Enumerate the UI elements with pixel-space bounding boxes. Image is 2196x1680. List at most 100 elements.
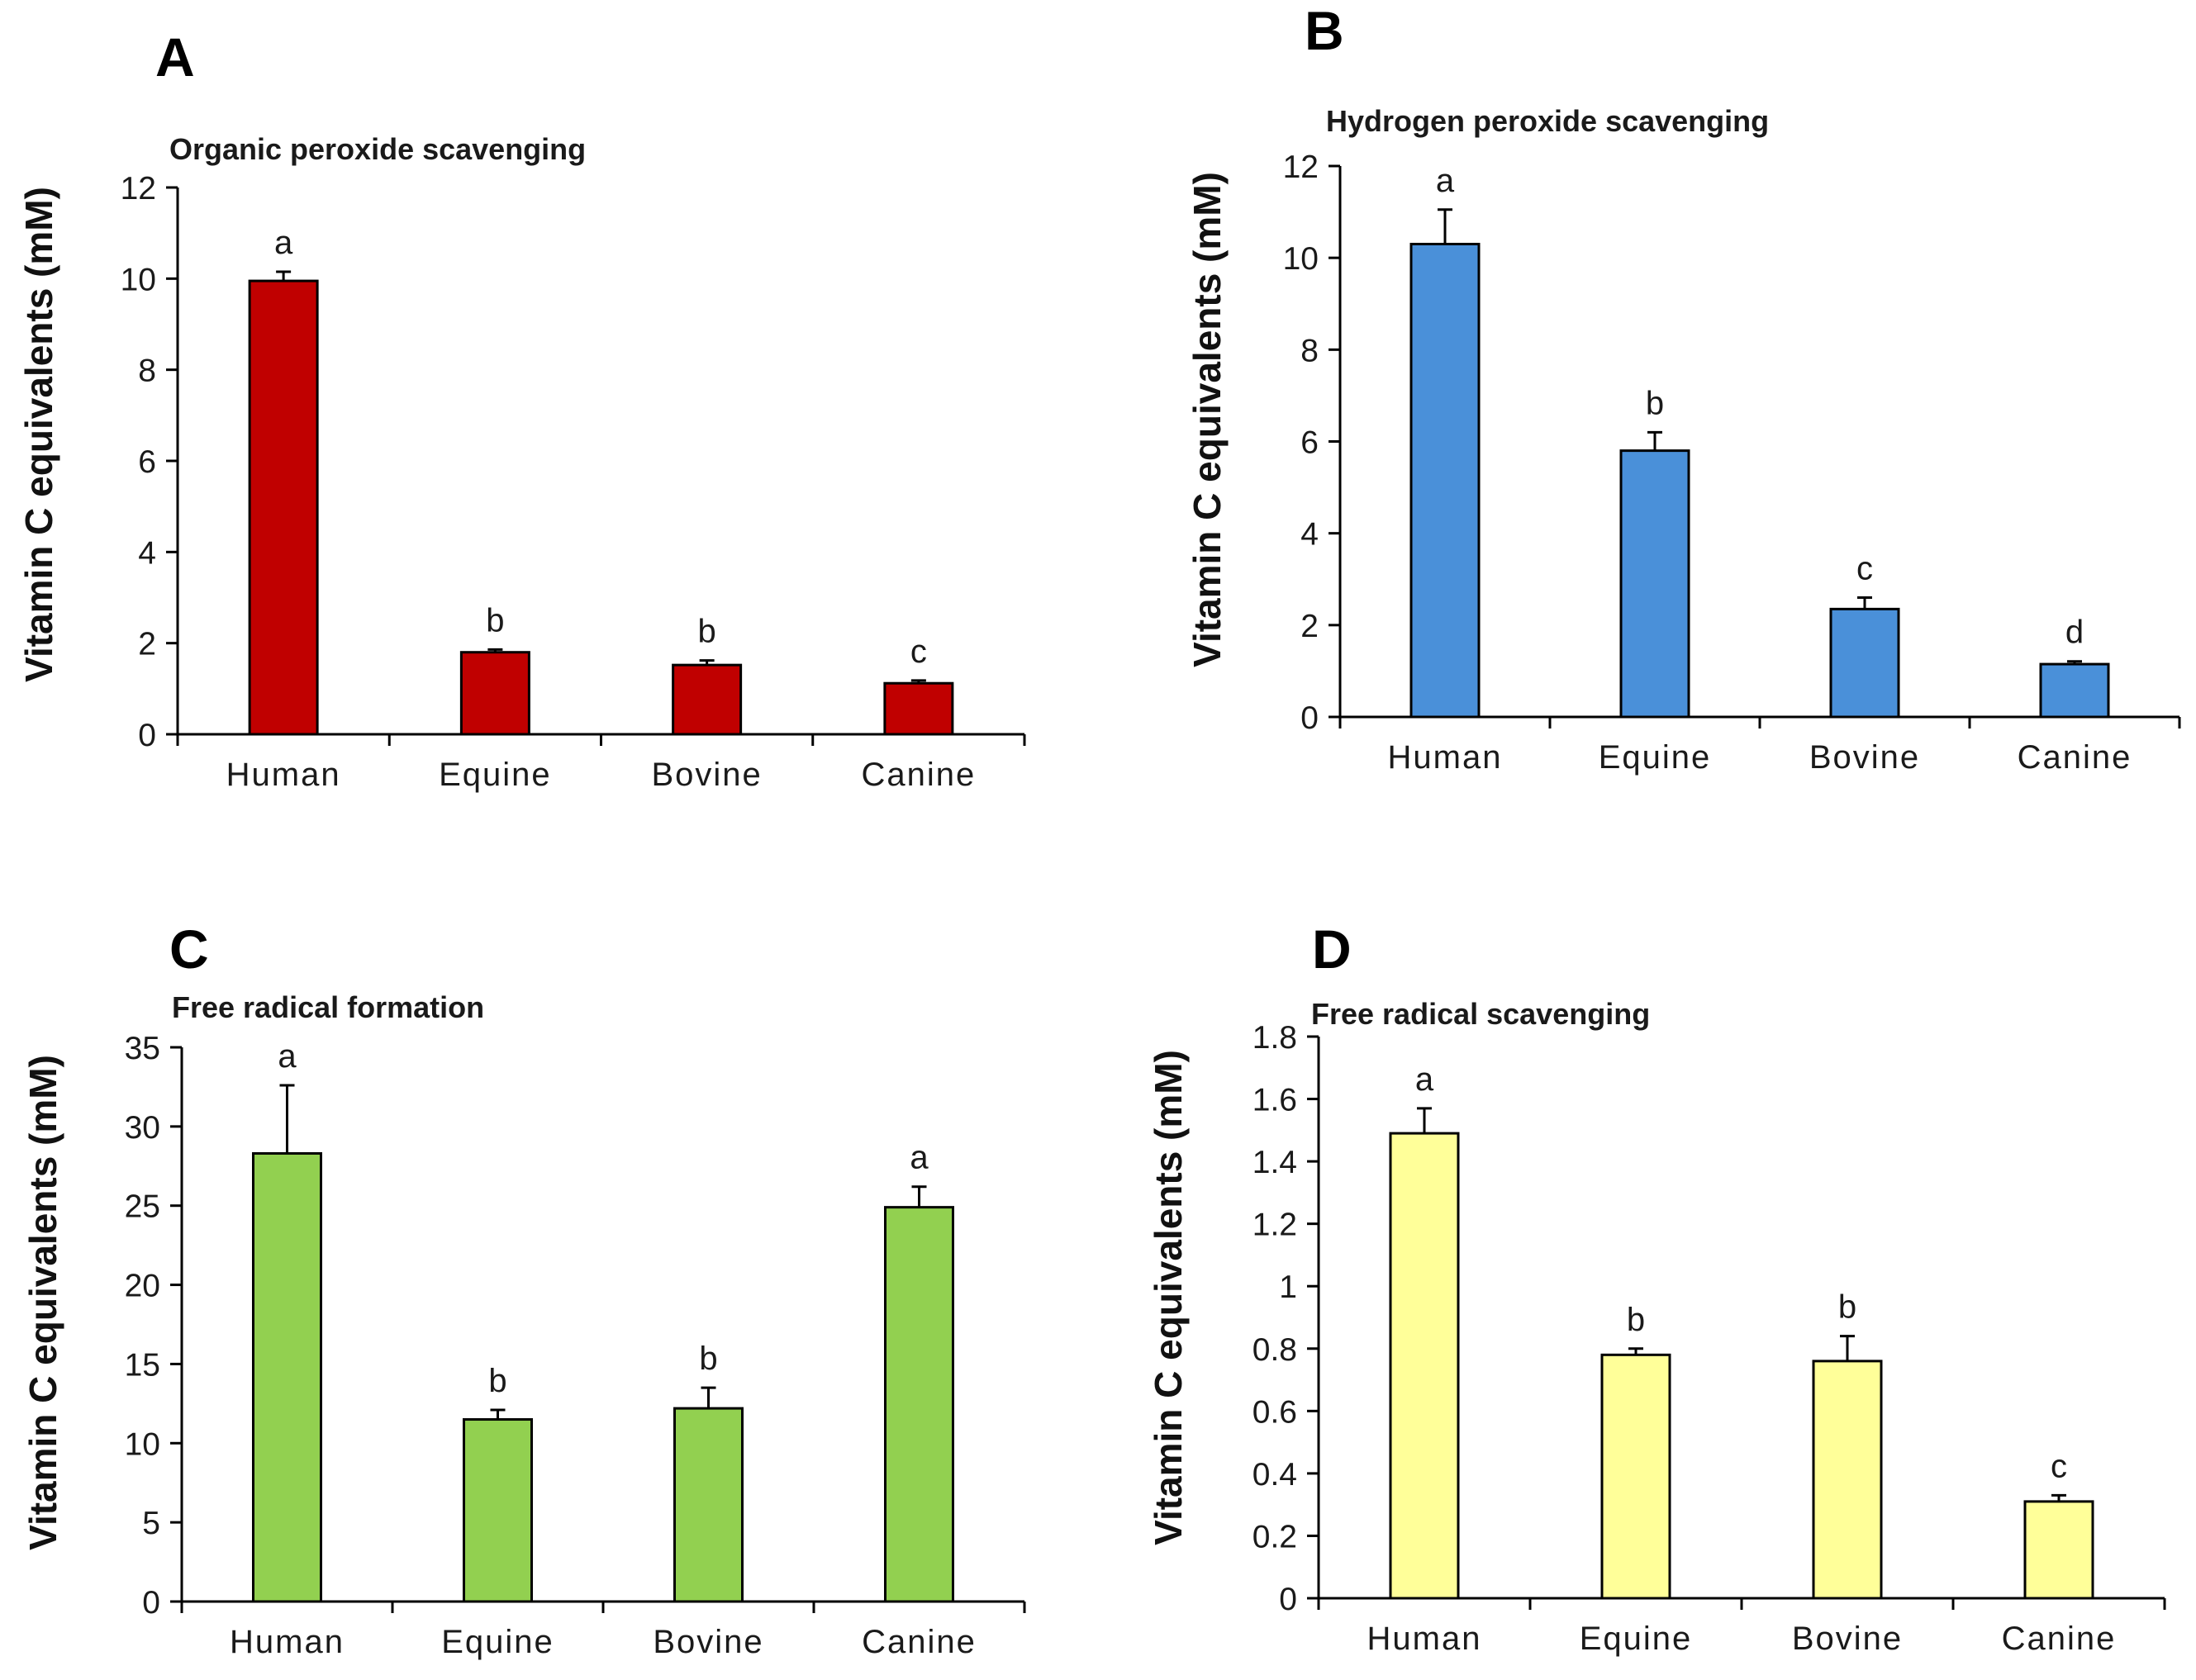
panel-b-y-tick-label: 10 <box>1283 241 1319 277</box>
panel-d-category-label: Equine <box>1580 1621 1693 1657</box>
panel-b-y-tick-label: 2 <box>1300 609 1319 644</box>
panel-d-letter: D <box>1312 918 1352 980</box>
panel-b-significance-label: b <box>1646 385 1664 421</box>
panel-c-significance-label: b <box>488 1363 506 1399</box>
panel-a-category-label: Human <box>226 757 341 793</box>
panel-b-category-label: Canine <box>2018 739 2132 776</box>
panel-b-significance-label: a <box>1436 163 1455 199</box>
panel-a-significance-label: c <box>910 634 927 670</box>
panel-a-significance-label: a <box>274 225 293 261</box>
panel-a-title: Organic peroxide scavenging <box>169 132 586 166</box>
panel-a-significance-label: b <box>698 614 716 650</box>
panel-c-y-tick-label: 0 <box>142 1585 160 1621</box>
panel-a-significance-label: b <box>486 602 504 638</box>
panel-a-bar-canine <box>883 681 954 736</box>
panel-d-y-tick-label: 1.4 <box>1252 1145 1297 1180</box>
panel-b-bar-equine <box>1619 449 1690 719</box>
panel-c-plot-area: 0 5 10 15 20 25 30 35 a Human b Equine b Bovine a Canin… <box>125 1031 1026 1660</box>
panel-d-category-label: Human <box>1367 1621 1482 1657</box>
panel-a-category-label: Equine <box>439 757 552 793</box>
panel-a-y-axis-label: Vitamin C equivalents (mM) <box>17 187 60 682</box>
panel-d-significance-label: b <box>1627 1302 1645 1338</box>
panel-a-bar-bovine <box>672 663 743 736</box>
panel-b-y-tick-label: 12 <box>1283 149 1319 185</box>
panel-c-significance-label: a <box>910 1140 929 1176</box>
panel-d-category-label: Canine <box>2002 1621 2117 1657</box>
panel-c-bar-human <box>252 1151 322 1603</box>
panel-b-y-tick-label: 8 <box>1300 333 1319 368</box>
panel-b-y-tick-label: 6 <box>1300 425 1319 461</box>
panel-a-letter: A <box>155 26 195 88</box>
panel-b-significance-label: d <box>2065 615 2084 651</box>
panel-c-significance-label: b <box>699 1341 717 1377</box>
panel-d-y-tick-label: 0.8 <box>1252 1332 1297 1368</box>
panel-b-y-tick-label: 0 <box>1300 700 1319 736</box>
panel-b-bar-canine <box>2039 662 2110 719</box>
panel-d-y-tick-label: 0.2 <box>1252 1519 1297 1554</box>
panel-a-plot-area: 0 2 4 6 8 10 12 a Human b Equine b Bovine c Canine <box>121 171 1026 793</box>
panel-c-bar-equine <box>463 1418 533 1603</box>
panel-a-y-tick-label: 10 <box>121 262 156 297</box>
panel-a-y-tick-label: 2 <box>138 627 156 662</box>
panel-d-significance-label: b <box>1838 1289 1856 1326</box>
panel-d-bar-equine <box>1600 1353 1671 1600</box>
panel-d-y-axis-label: Vitamin C equivalents (mM) <box>1147 1050 1190 1545</box>
panel-b-significance-label: c <box>1856 550 1873 586</box>
panel-a: A Organic peroxide scavenging Vitamin C … <box>17 26 1026 793</box>
panel-d-y-tick-label: 1.2 <box>1252 1208 1297 1243</box>
panel-a-bar-equine <box>459 651 530 736</box>
panel-b-title: Hydrogen peroxide scavenging <box>1326 104 1769 138</box>
panel-b-category-label: Human <box>1388 739 1503 776</box>
panel-b-plot-area: 0 2 4 6 8 10 12 a Human b Equine c Bovine d Canine <box>1283 149 2181 776</box>
panel-c-y-tick-label: 15 <box>125 1347 160 1383</box>
panel-d-y-tick-label: 0.4 <box>1252 1457 1297 1493</box>
panel-c-category-label: Human <box>230 1624 345 1660</box>
panel-d-bar-human <box>1389 1132 1460 1600</box>
panel-d-significance-label: c <box>2051 1448 2067 1484</box>
panel-b: B Hydrogen peroxide scavenging Vitamin C… <box>1186 0 2181 776</box>
panel-c-category-label: Bovine <box>653 1624 763 1660</box>
panel-c-y-tick-label: 10 <box>125 1426 160 1462</box>
panel-a-y-tick-label: 8 <box>138 354 156 389</box>
panel-d-y-tick-label: 1.8 <box>1252 1020 1297 1056</box>
panel-c-y-tick-label: 35 <box>125 1031 160 1066</box>
panel-a-category-label: Bovine <box>651 757 762 793</box>
panel-b-category-label: Bovine <box>1809 739 1920 776</box>
panel-a-y-tick-label: 12 <box>121 171 156 206</box>
panel-d-category-label: Bovine <box>1792 1621 1903 1657</box>
panel-b-bar-bovine <box>1829 607 1900 719</box>
panel-c-bar-canine <box>884 1206 954 1603</box>
panel-b-bar-human <box>1409 242 1481 719</box>
panel-d-y-tick-label: 1 <box>1279 1269 1297 1305</box>
panel-c-bar-bovine <box>673 1407 744 1603</box>
panel-d-significance-label: a <box>1415 1061 1434 1098</box>
panel-c-y-tick-label: 25 <box>125 1189 160 1225</box>
panel-b-letter: B <box>1305 0 1344 61</box>
panel-c-category-label: Canine <box>862 1624 977 1660</box>
panel-d-plot-area: 0 0.2 0.4 0.6 0.8 1 1.2 1.4 1.6 1.8 a Human b Equine b… <box>1252 1020 2166 1657</box>
panel-d-y-tick-label: 0.6 <box>1252 1394 1297 1430</box>
panel-c-y-axis-label: Vitamin C equivalents (mM) <box>21 1055 64 1550</box>
panel-a-y-tick-label: 0 <box>138 718 156 753</box>
panel-d-title: Free radical scavenging <box>1311 997 1650 1031</box>
panel-d-bar-bovine <box>1812 1360 1883 1600</box>
panel-c-letter: C <box>169 918 209 980</box>
panel-c-title: Free radical formation <box>172 990 484 1024</box>
panel-d-y-tick-label: 0 <box>1279 1582 1297 1617</box>
panel-b-category-label: Equine <box>1599 739 1712 776</box>
panel-c-y-tick-label: 30 <box>125 1110 160 1146</box>
panel-d-bar-canine <box>2023 1500 2094 1600</box>
panel-c-y-tick-label: 5 <box>142 1506 160 1541</box>
panel-c-category-label: Equine <box>441 1624 554 1660</box>
panel-a-bar-human <box>248 279 319 736</box>
panel-d-y-tick-label: 1.6 <box>1252 1083 1297 1118</box>
panel-b-y-axis-label: Vitamin C equivalents (mM) <box>1186 172 1229 667</box>
panel-c-y-tick-label: 20 <box>125 1269 160 1304</box>
panel-b-y-tick-label: 4 <box>1300 517 1319 553</box>
panel-d: D Free radical scavenging Vitamin C equi… <box>1147 918 2166 1657</box>
panel-a-y-tick-label: 4 <box>138 535 156 571</box>
panel-c-significance-label: a <box>278 1038 297 1075</box>
panel-c: C Free radical formation Vitamin C equiv… <box>21 918 1026 1660</box>
panel-a-category-label: Canine <box>861 757 976 793</box>
